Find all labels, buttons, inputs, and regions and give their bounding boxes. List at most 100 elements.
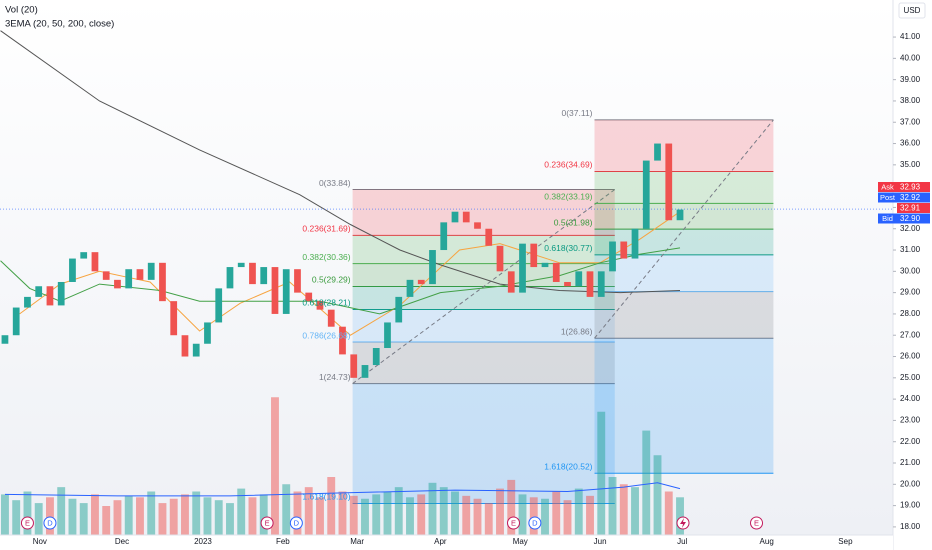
candle	[609, 241, 616, 272]
fib-band	[594, 291, 774, 339]
candle	[282, 269, 290, 314]
y-tick-label: 25.00	[900, 373, 921, 382]
event-label: D	[47, 518, 53, 527]
y-tick-label: 24.00	[900, 394, 921, 403]
quote-badge	[897, 182, 930, 192]
quote-badge	[897, 192, 930, 203]
y-tick-label: 22.00	[900, 437, 921, 446]
volume-bar	[563, 500, 572, 535]
candle	[586, 271, 594, 297]
fib-level-label: 1.618(20.52)	[544, 461, 592, 471]
volume-bar	[518, 494, 527, 535]
volume-bar	[181, 494, 189, 535]
lightning-icon	[680, 518, 686, 528]
fib-level-label: 0.618(30.77)	[544, 243, 592, 253]
event-marker[interactable]	[20, 516, 34, 530]
candle	[305, 292, 313, 302]
quote-name-badge	[878, 182, 897, 192]
candle	[1, 335, 9, 344]
candle	[136, 269, 144, 280]
volume-bar	[451, 491, 459, 535]
time-axis	[0, 535, 893, 550]
candle	[395, 296, 403, 323]
candle	[260, 267, 268, 285]
volume-bar	[226, 503, 234, 535]
indicator-vol[interactable]: Vol (20)	[5, 5, 38, 16]
fib-band	[352, 383, 615, 504]
x-tick-label: Mar	[350, 537, 364, 546]
volume-bar	[327, 477, 336, 535]
quote-name: Ask	[881, 182, 894, 191]
fib-level-label: 0.5(31.98)	[554, 217, 593, 227]
candle	[170, 301, 178, 336]
volume-bar	[428, 482, 437, 535]
candle	[271, 267, 279, 314]
candle	[215, 288, 223, 323]
volume-bar	[259, 494, 268, 535]
candle	[80, 252, 88, 259]
candle	[69, 258, 76, 282]
candle	[339, 326, 346, 355]
indicator-ema[interactable]: 3EMA (20, 50, 200, close)	[5, 19, 114, 30]
candle	[114, 279, 121, 289]
quote-name: Bid	[882, 214, 893, 223]
volume-bar	[102, 506, 111, 535]
y-tick-label: 31.00	[900, 245, 921, 254]
currency[interactable]: USD	[904, 6, 921, 15]
volume-bar	[34, 503, 43, 535]
y-tick-label: 18.00	[900, 522, 921, 531]
y-tick-label: 36.00	[900, 139, 921, 148]
candle	[496, 245, 504, 272]
volume-bar	[1, 494, 9, 535]
candle	[519, 243, 526, 293]
fib-level-label: 0.786(26.68)	[302, 330, 350, 340]
volume-bar	[653, 455, 662, 535]
event-marker[interactable]	[43, 516, 57, 530]
fib-band	[352, 235, 615, 264]
candle	[564, 281, 571, 287]
volume-bar	[169, 498, 178, 535]
y-tick-label: 27.00	[900, 330, 921, 339]
event-marker[interactable]	[260, 516, 274, 530]
candle	[642, 160, 650, 229]
fib-level-label: 0(33.84)	[319, 178, 351, 188]
currency-button[interactable]	[898, 2, 926, 19]
y-tick-label: 35.00	[900, 160, 921, 169]
fib-band	[594, 119, 774, 172]
volume-bar	[484, 503, 493, 535]
candle	[91, 252, 99, 272]
event-marker[interactable]	[528, 516, 542, 530]
candle	[12, 307, 20, 336]
volume-bar	[282, 484, 291, 535]
y-tick-label: 38.00	[900, 96, 921, 105]
x-tick-label: Jul	[677, 537, 687, 546]
candle	[620, 241, 628, 259]
event-marker[interactable]	[750, 516, 764, 530]
y-tick-label: 19.00	[900, 501, 921, 510]
candle	[552, 262, 560, 282]
volume-bar	[158, 503, 167, 535]
quote-value: 32.92	[900, 193, 921, 202]
event-label: E	[511, 518, 516, 527]
x-tick-label: May	[513, 537, 528, 546]
fib-level-label: 0.5(29.29)	[312, 275, 351, 285]
volume-bar	[608, 477, 617, 535]
volume-bar	[192, 491, 201, 535]
volume-bar	[642, 430, 651, 535]
candle	[575, 271, 583, 287]
y-tick-label: 41.00	[900, 32, 921, 41]
volume-bar	[349, 495, 358, 535]
candle	[406, 279, 414, 297]
fib-level-label: 0(37.11)	[561, 108, 592, 118]
candle	[294, 269, 301, 293]
candle	[147, 262, 155, 280]
ema-line	[0, 30, 681, 294]
y-tick-label: 30.00	[900, 266, 921, 275]
candle	[102, 271, 110, 280]
candle	[541, 262, 549, 268]
quote-value: 32.91	[900, 204, 921, 213]
event-marker[interactable]	[289, 516, 303, 530]
candle	[192, 343, 200, 357]
event-marker[interactable]	[507, 516, 521, 530]
volume-bar	[372, 494, 381, 535]
